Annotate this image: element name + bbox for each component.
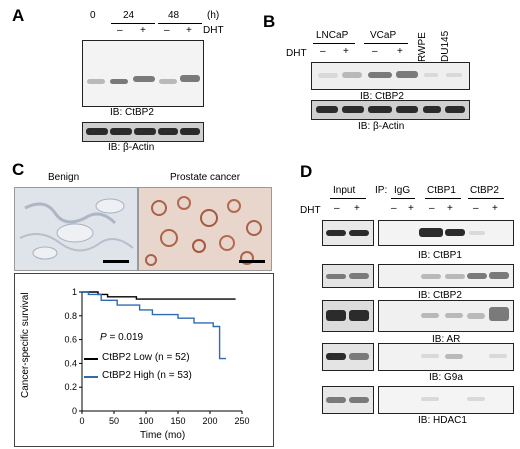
dht-minus-d4: – [473,203,479,214]
dht-plus-d4: + [492,203,498,214]
cancer-label: Prostate cancer [170,172,241,183]
benign-histology-image [14,187,138,271]
dht-plus-d3: + [447,203,453,214]
ctbp2-label: CtBP2 [470,185,499,196]
panel-letter-d: D [300,162,313,181]
underline-ctbp2 [468,198,504,199]
x-tick-label-2: 100 [138,416,153,426]
legend-name-low: CtBP2 Low [102,352,153,363]
x-tick-label-4: 200 [202,416,217,426]
blot-d-hdac1-ip [378,386,514,414]
dht-minus-b1: – [320,46,326,57]
blot-a-ctbp2 [82,40,204,107]
dht-plus-a1: + [140,25,146,36]
ib-label-d-3: IB: AR [432,334,461,345]
underline-ctbp1 [425,198,461,199]
benign-label: Benign [48,172,80,183]
legend-swatch-high [84,376,98,378]
panel-letter-a: A [12,6,25,25]
y-tick-label-3: 0.6 [64,335,77,345]
underline-24 [111,23,155,24]
legend-label-low: CtBP2 Low (n = 52) [102,352,190,363]
cancer-histology-image [138,187,272,271]
blot-a-actin [82,122,204,142]
blot-d-g9a-ip [378,343,514,371]
x-tick-label-1: 50 [109,416,119,426]
dht-plus-b2: + [397,46,403,57]
legend-n-high: (n = 53) [157,370,192,381]
survival-curve-high [82,291,226,360]
blot-d-ctbp2-ip [378,264,514,288]
survival-x-axis-label: Time (mo) [140,430,186,441]
cell-line-vcap: VCaP [370,30,397,41]
dht-plus-d1: + [354,203,360,214]
dht-minus-d3: – [429,203,435,214]
ib-label-b-ctbp2: IB: CtBP2 [360,91,404,102]
survival-chart-frame [14,273,274,447]
underline-input [330,198,366,199]
y-tick-label-5: 1 [72,287,77,297]
dht-minus-d1: – [334,203,340,214]
legend-name-high: CtBP2 High [102,370,155,381]
ib-label-a-ctbp2: IB: CtBP2 [110,107,154,118]
hours-unit-label: (h) [207,10,220,21]
blot-d-ctbp1-input [322,220,374,246]
blot-d-ctbp1-ip [378,220,514,246]
legend-label-high: CtBP2 High (n = 53) [102,370,192,381]
dht-minus-a2: – [164,25,170,36]
y-tick-label-4: 0.8 [64,311,77,321]
blot-d-ar-input [322,300,374,332]
dht-minus-d2: – [391,203,397,214]
p-value-italic: P [100,332,107,343]
ip-label: IP: [375,185,388,196]
input-label: Input [333,185,356,196]
time-label-24: 24 [123,10,135,21]
legend-n-low: (n = 52) [154,352,190,363]
dht-label-a: DHT [203,25,224,36]
panel-letter-b: B [263,12,276,31]
cell-line-lncap: LNCaP [316,30,349,41]
y-tick-label-2: 0.4 [64,358,77,368]
ib-label-a-actin: IB: β-Actin [108,142,155,153]
y-tick-label-0: 0 [72,406,77,416]
dht-label-d: DHT [300,205,321,216]
ib-label-d-2: IB: CtBP2 [418,290,462,301]
blot-d-ctbp2-input [322,264,374,288]
ib-label-d-1: IB: CtBP1 [418,250,462,261]
underline-igg [391,198,415,199]
x-tick-label-0: 0 [79,416,84,426]
dht-plus-b1: + [343,46,349,57]
blot-b-ctbp2 [311,62,470,90]
survival-curve-low [82,291,236,300]
x-tick-label-3: 150 [170,416,185,426]
time-label-0: 0 [90,10,96,21]
panel-letter-c: C [12,160,25,179]
blot-b-actin [311,100,470,120]
igg-label: IgG [394,185,411,196]
underline-lncap [313,43,355,44]
ctbp1-label: CtBP1 [427,185,456,196]
legend-swatch-low [84,358,98,360]
time-label-48: 48 [168,10,180,21]
underline-vcap [364,43,408,44]
dht-plus-d2: + [408,203,414,214]
ib-label-d-4: IB: G9a [429,372,463,383]
dht-minus-a1: – [117,25,123,36]
dht-label-b: DHT [286,48,307,59]
p-value-annotation: P = 0.019 [100,332,143,343]
ib-label-b-actin: IB: β-Actin [358,121,405,132]
x-tick-label-5: 250 [234,416,249,426]
p-value-text: = 0.019 [106,332,144,343]
blot-d-g9a-input [322,343,374,371]
underline-48 [158,23,202,24]
ib-label-d-5: IB: HDAC1 [418,415,467,426]
blot-d-hdac1-input [322,386,374,414]
blot-d-ar-ip [378,300,514,332]
y-tick-label-1: 0.2 [64,382,77,392]
dht-minus-b2: – [372,46,378,57]
dht-plus-a2: + [186,25,192,36]
